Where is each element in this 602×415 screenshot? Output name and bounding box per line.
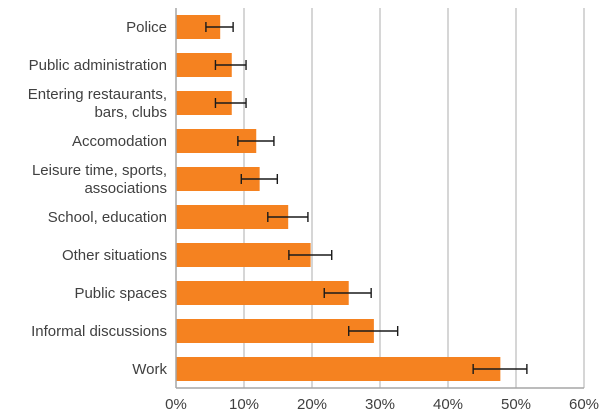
category-label-line: Other situations: [62, 247, 167, 264]
category-label-line: Leisure time, sports,: [32, 162, 167, 179]
category-label-line: bars, clubs: [94, 104, 167, 121]
x-tick-label: 50%: [501, 396, 531, 413]
x-tick-label: 30%: [365, 396, 395, 413]
category-label: Leisure time, sports, associations: [32, 162, 167, 197]
category-label: Informal discussions: [31, 323, 167, 340]
error-bar: [237, 136, 275, 146]
bar: [176, 319, 374, 343]
category-label: Entering restaurants, bars, clubs: [28, 86, 167, 121]
x-tick-label: 40%: [433, 396, 463, 413]
bar: [176, 357, 501, 381]
category-label: Accomodation: [72, 133, 167, 150]
error-bars: [205, 22, 528, 374]
x-tick-labels: 0% 10% 20% 30% 40% 50% 60%: [165, 396, 599, 413]
x-tick-label: 0%: [165, 396, 187, 413]
category-label: Other situations: [62, 247, 167, 264]
category-label-line: Public administration: [29, 57, 167, 74]
category-label: Work: [132, 361, 167, 378]
category-label: School, education: [48, 209, 167, 226]
error-bar: [240, 174, 279, 184]
error-bar: [267, 212, 309, 222]
x-tick-label: 60%: [569, 396, 599, 413]
error-bar: [348, 326, 399, 336]
category-label: Public administration: [29, 57, 167, 74]
category-label: Police: [126, 19, 167, 36]
error-bar: [288, 250, 333, 260]
error-bar: [205, 22, 234, 32]
category-label-line: Public spaces: [74, 285, 167, 302]
category-label: Public spaces: [74, 285, 167, 302]
error-bar: [214, 60, 247, 70]
error-bar: [323, 288, 372, 298]
category-label-line: associations: [84, 180, 167, 197]
category-label-line: Work: [132, 361, 167, 378]
category-label-line: Accomodation: [72, 133, 167, 150]
axes: [175, 8, 584, 389]
x-tick-label: 20%: [297, 396, 327, 413]
category-label-line: Entering restaurants,: [28, 86, 167, 103]
category-label-line: Police: [126, 19, 167, 36]
x-tick-label: 10%: [229, 396, 259, 413]
category-labels: Police Public administration Entering rest…: [28, 19, 168, 378]
bars: [176, 15, 501, 381]
error-bar: [214, 98, 247, 108]
category-label-line: School, education: [48, 209, 167, 226]
error-bar: [472, 364, 528, 374]
bar: [176, 281, 349, 305]
category-label-line: Informal discussions: [31, 323, 167, 340]
